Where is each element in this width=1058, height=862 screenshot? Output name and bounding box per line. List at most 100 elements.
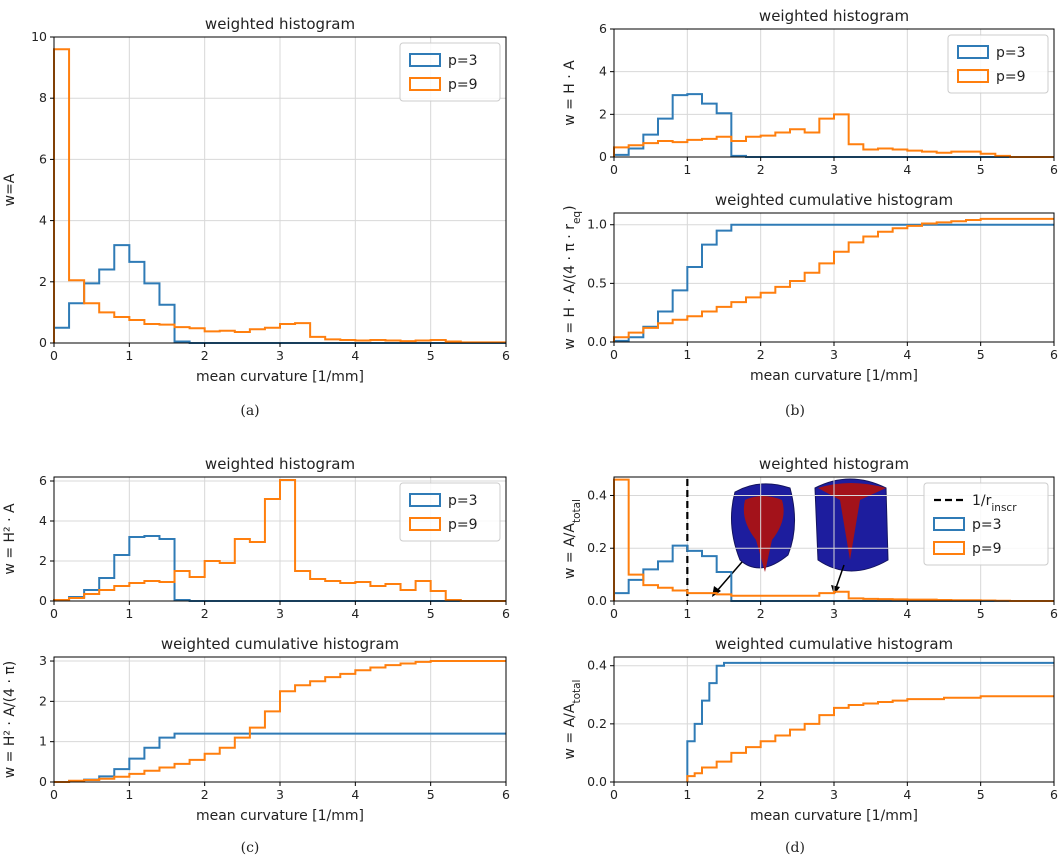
x-tick-label: 4 xyxy=(903,162,911,177)
y-axis-label: w = H² · A xyxy=(2,503,18,575)
series-line-p9 xyxy=(53,479,506,602)
legend-swatch xyxy=(409,53,441,67)
chart-title: weighted cumulative histogram xyxy=(715,191,953,209)
x-tick-label: 3 xyxy=(276,348,284,363)
y-axis-label: w = H · A/(4 · π · req) xyxy=(562,205,583,349)
legend-box xyxy=(399,482,501,542)
y-tick-label: 2 xyxy=(599,106,607,121)
legend: p=3 p=9 xyxy=(399,482,501,542)
x-tick-label: 5 xyxy=(427,348,435,363)
series-line-p9 xyxy=(54,660,506,783)
chart-d1: 0 1 2 3 4 5 6 0.0 0.2 0.4 weighted histogram w = A/… xyxy=(562,455,1058,621)
series-line-p9 xyxy=(613,217,1054,342)
x-tick-label: 4 xyxy=(351,606,359,621)
svg-text:(a): (a) xyxy=(240,403,259,419)
series-line-p3 xyxy=(53,244,506,344)
series-line-p9 xyxy=(613,478,1054,602)
y-axis-label: w = A/Atotal xyxy=(562,680,583,760)
x-tick-label: 6 xyxy=(502,787,510,802)
x-tick-label: 3 xyxy=(830,162,838,177)
x-tick-label: 4 xyxy=(903,606,911,621)
y-tick-label: 0.0 xyxy=(587,593,607,608)
legend-label: p=9 xyxy=(996,69,1026,85)
legend: 1/rinscr p=3 p=9 xyxy=(923,482,1049,566)
y-tick-label: 2 xyxy=(39,553,47,568)
legend-label: p=9 xyxy=(448,517,478,533)
legend-box xyxy=(947,34,1049,94)
x-tick-label: 6 xyxy=(502,348,510,363)
chart-c1: 0 1 2 3 4 5 6 0 2 4 6 weighted histogram w = H² · A p… xyxy=(2,455,510,621)
legend-label: p=9 xyxy=(448,77,478,93)
shape-p3-ridge xyxy=(743,496,784,572)
y-tick-label: 2 xyxy=(39,693,47,708)
caption-c: (c) xyxy=(241,840,260,856)
y-axis-label: w = H² · A/(4 · π) xyxy=(2,661,18,778)
x-tick-label: 2 xyxy=(201,348,209,363)
y-tick-label: 2 xyxy=(39,274,47,289)
y-tick-label: 4 xyxy=(39,213,47,228)
y-tick-label: 3 xyxy=(39,653,47,668)
x-tick-label: 5 xyxy=(977,787,985,802)
x-tick-label: 5 xyxy=(977,606,985,621)
x-tick-label: 3 xyxy=(830,347,838,362)
series-line-p9 xyxy=(686,695,1054,782)
x-tick-label: 4 xyxy=(903,787,911,802)
y-axis-label: w = H · A xyxy=(562,60,578,126)
y-tick-label: 0.2 xyxy=(587,716,607,731)
y-tick-label: 0.5 xyxy=(587,275,607,290)
x-tick-label: 1 xyxy=(683,787,691,802)
x-axis-label: mean curvature [1/mm] xyxy=(196,808,364,824)
x-tick-label: 3 xyxy=(830,787,838,802)
x-tick-label: 0 xyxy=(610,787,618,802)
x-tick-label: 0 xyxy=(50,606,58,621)
caption-d: (d) xyxy=(785,840,805,856)
x-tick-label: 0 xyxy=(50,787,58,802)
y-tick-label: 0 xyxy=(599,149,607,164)
x-axis-label: mean curvature [1/mm] xyxy=(750,368,918,384)
x-tick-label: 1 xyxy=(125,348,133,363)
svg-text:(d): (d) xyxy=(785,840,805,856)
chart-title: weighted histogram xyxy=(205,15,355,33)
y-tick-label: 8 xyxy=(39,90,47,105)
chart-title: weighted cumulative histogram xyxy=(715,635,953,653)
legend-label: p=3 xyxy=(448,53,478,69)
shape-rendering-p3 xyxy=(731,483,796,572)
chart-title: weighted cumulative histogram xyxy=(161,635,399,653)
y-axis-label: w=A xyxy=(2,173,18,206)
x-tick-label: 0 xyxy=(610,606,618,621)
x-tick-label: 0 xyxy=(610,162,618,177)
x-tick-label: 0 xyxy=(50,348,58,363)
x-tick-label: 0 xyxy=(610,347,618,362)
x-tick-label: 1 xyxy=(125,606,133,621)
chart-d2: 0 1 2 3 4 5 6 0.0 0.2 0.4 weighted cumulative hist… xyxy=(562,635,1058,824)
x-tick-label: 2 xyxy=(757,606,765,621)
x-tick-label: 6 xyxy=(1050,347,1058,362)
legend-swatch xyxy=(409,493,441,507)
x-tick-label: 6 xyxy=(1050,787,1058,802)
y-tick-label: 0 xyxy=(39,593,47,608)
x-tick-label: 6 xyxy=(1050,162,1058,177)
x-tick-label: 2 xyxy=(757,347,765,362)
chart-b2: 0 1 2 3 4 5 6 0.0 0.5 1.0 weighted cumulative hist… xyxy=(562,191,1058,384)
legend-swatch xyxy=(957,45,989,59)
x-tick-label: 3 xyxy=(830,606,838,621)
x-tick-label: 1 xyxy=(683,162,691,177)
x-tick-label: 3 xyxy=(276,787,284,802)
shape-p9-ridge xyxy=(818,483,886,560)
y-tick-label: 0.4 xyxy=(587,658,607,673)
chart-title: weighted histogram xyxy=(759,7,909,25)
y-tick-label: 10 xyxy=(31,29,47,44)
y-tick-label: 0.4 xyxy=(587,487,607,502)
y-tick-label: 0.0 xyxy=(587,774,607,789)
y-axis-label: w = A/Atotal xyxy=(562,499,583,579)
legend: p=3 p=9 xyxy=(399,42,501,102)
series-line-p3 xyxy=(613,223,1054,342)
y-tick-label: 0 xyxy=(39,774,47,789)
x-tick-label: 1 xyxy=(683,347,691,362)
series-line-p3 xyxy=(686,661,1054,782)
y-tick-label: 0 xyxy=(39,335,47,350)
x-tick-label: 5 xyxy=(427,606,435,621)
legend-swatch xyxy=(933,517,965,531)
x-tick-label: 2 xyxy=(757,162,765,177)
chart-title: weighted histogram xyxy=(205,455,355,473)
